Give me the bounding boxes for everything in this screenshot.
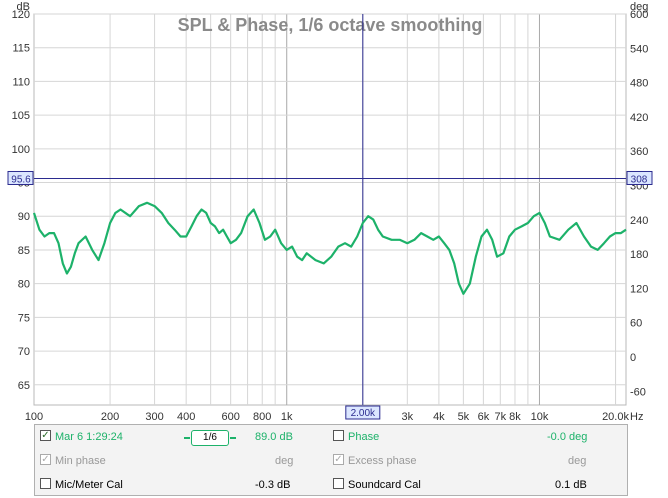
right-tick-label: 420 <box>630 112 648 124</box>
spl-phase-chart[interactable]: 65707580859095100105110115120dB-60060120… <box>0 0 668 424</box>
legend-panel: ✓ Mar 6 1:29:24 1/6 89.0 dB Phase -0.0 d… <box>34 424 628 496</box>
spl-checkbox[interactable]: ✓ <box>40 430 51 441</box>
right-axis-unit: deg <box>630 1 648 13</box>
x-tick-label: 200 <box>101 411 119 423</box>
mic-cal-label[interactable]: Mic/Meter Cal <box>55 479 123 491</box>
right-tick-label: 480 <box>630 78 648 90</box>
right-tick-label: 60 <box>630 318 642 330</box>
x-tick-label: 300 <box>145 411 163 423</box>
right-tick-label: 540 <box>630 43 648 55</box>
excess-phase-label[interactable]: Excess phase <box>348 455 417 467</box>
right-tick-label: 120 <box>630 283 648 295</box>
right-tick-label: 360 <box>630 146 648 158</box>
right-tick-label: 0 <box>630 352 636 364</box>
soundcard-cal-value: 0.1 dB <box>555 479 587 491</box>
smoothing-indicator[interactable]: 1/6 <box>184 430 236 446</box>
soundcard-cal-checkbox[interactable] <box>333 478 344 489</box>
y-tick-label: 100 <box>12 144 30 156</box>
plot-area <box>33 13 627 406</box>
right-tick-label: 240 <box>630 215 648 227</box>
x-tick-label: 800 <box>253 411 271 423</box>
min-phase-checkbox[interactable]: ✓ <box>40 454 51 465</box>
x-tick-label: 6k <box>478 411 490 423</box>
cursor-y-marker <box>7 170 34 185</box>
chart-title: SPL & Phase, 1/6 octave smoothing <box>178 15 483 35</box>
x-tick-label: 100 <box>25 411 43 423</box>
y-tick-label: 110 <box>12 76 30 88</box>
cursor-y-label: 95.6 <box>11 174 31 185</box>
mic-cal-checkbox[interactable] <box>40 478 51 489</box>
y-tick-label: 90 <box>18 211 30 223</box>
x-tick-label: 4k <box>433 411 445 423</box>
excess-phase-checkbox[interactable]: ✓ <box>333 454 344 465</box>
excess-phase-value: deg <box>568 455 587 467</box>
right-tick-label: -60 <box>630 386 646 398</box>
x-tick-label: 10k <box>531 411 549 423</box>
y-tick-label: 75 <box>18 312 30 324</box>
y-tick-label: 85 <box>18 245 30 257</box>
y-tick-label: 105 <box>12 110 30 122</box>
y-tick-label: 70 <box>18 346 30 358</box>
x-axis-unit: Hz <box>630 411 643 423</box>
y-tick-label: 115 <box>12 43 30 55</box>
cursor-x-label: 2.00k <box>351 408 376 419</box>
min-phase-label[interactable]: Min phase <box>55 455 106 467</box>
right-tick-label: 180 <box>630 249 648 261</box>
soundcard-cal-label[interactable]: Soundcard Cal <box>348 479 421 491</box>
x-tick-label: 8k <box>509 411 521 423</box>
y-tick-label: 65 <box>18 380 30 392</box>
cursor-right-label: 308 <box>631 174 648 185</box>
y-tick-label: 80 <box>18 279 30 291</box>
x-tick-label: 1k <box>281 411 293 423</box>
x-tick-label: 5k <box>458 411 470 423</box>
left-axis-unit: dB <box>17 1 30 13</box>
x-tick-label: 20.0k <box>602 411 629 423</box>
min-phase-value: deg <box>275 455 294 467</box>
legend-row-minphase: ✓ Min phase deg ✓ Excess phase deg <box>35 451 627 473</box>
phase-value: -0.0 deg <box>547 431 588 443</box>
phase-label[interactable]: Phase <box>348 431 380 443</box>
x-tick-label: 400 <box>177 411 195 423</box>
legend-row-cal: Mic/Meter Cal -0.3 dB Soundcard Cal 0.1 … <box>35 475 627 497</box>
x-tick-label: 3k <box>402 411 414 423</box>
spl-trace-label[interactable]: Mar 6 1:29:24 <box>55 431 123 443</box>
cursor-x-marker <box>345 405 381 420</box>
y-tick-label: 120 <box>12 9 30 21</box>
mic-cal-value: -0.3 dB <box>255 479 291 491</box>
phase-checkbox[interactable] <box>333 430 344 441</box>
legend-row-spl: ✓ Mar 6 1:29:24 1/6 89.0 dB Phase -0.0 d… <box>35 427 627 449</box>
spl-value: 89.0 dB <box>255 431 293 443</box>
right-tick-label: 600 <box>630 9 648 21</box>
cursor-right-marker <box>626 170 653 185</box>
x-tick-label: 600 <box>221 411 239 423</box>
spl-curve <box>32 201 627 295</box>
x-tick-label: 7k <box>494 411 506 423</box>
